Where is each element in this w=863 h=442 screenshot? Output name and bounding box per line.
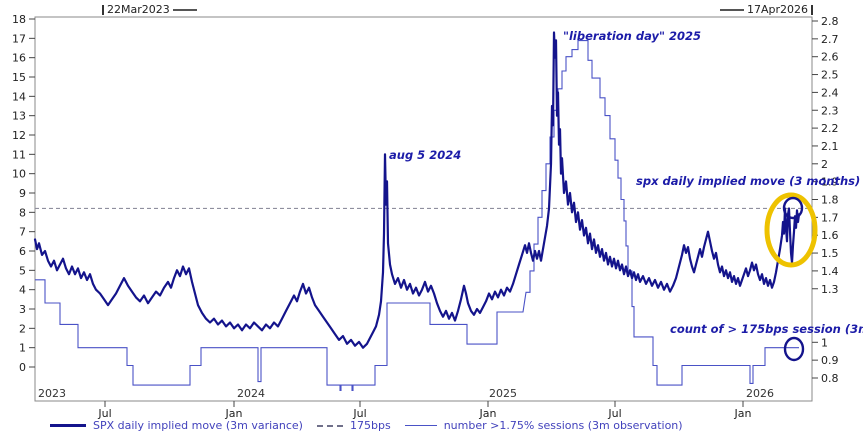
date-range-end: 17Apr2026 (719, 3, 813, 16)
right-axis-tick-label: 2.8 (821, 15, 839, 28)
x-axis-month-label: Jan (734, 407, 752, 420)
left-axis-tick-label: 10 (12, 168, 26, 181)
left-axis-tick-label: 15 (12, 71, 26, 84)
date-range-start: 22Mar2023 (102, 3, 197, 16)
right-axis-tick-label: 2.3 (821, 104, 839, 117)
left-axis-tick-label: 6 (19, 245, 26, 258)
end-date-label: 17Apr2026 (746, 3, 808, 16)
x-axis-year-label: 2026 (746, 387, 774, 400)
x-axis-month-label: Jan (479, 407, 497, 420)
highlight-ellipse (764, 192, 818, 268)
left-axis-tick-label: 7 (19, 226, 26, 239)
right-axis-tick-label: 1.5 (821, 247, 839, 260)
annotation-count-175bps: count of > 175bps session (3m lookback) (670, 322, 863, 336)
right-axis-tick-label: 2.2 (821, 122, 839, 135)
right-axis-tick-label: 1.3 (821, 283, 839, 296)
left-axis-tick-label: 11 (12, 148, 26, 161)
right-axis-tick-label: 2.7 (821, 33, 839, 46)
left-axis-tick-label: 17 (12, 32, 26, 45)
annotation-aug-5-2024: aug 5 2024 (389, 148, 462, 162)
legend-label-implied-move: SPX daily implied move (3m variance) (93, 419, 303, 432)
right-axis-tick-label: 1.9 (821, 176, 839, 189)
left-axis-tick-label: 18 (12, 13, 26, 26)
right-axis-tick-label: 1.7 (821, 211, 839, 224)
left-axis-tick-label: 4 (19, 284, 26, 297)
legend-swatch-175bps-dashed-line (316, 424, 343, 427)
x-axis-year-label: 2023 (38, 387, 66, 400)
right-axis-tick-label: 1.6 (821, 229, 839, 242)
x-axis-month-label: Jul (607, 407, 621, 420)
left-axis-tick-label: 13 (12, 110, 26, 123)
legend-item-sessions: number >1.75% sessions (3m observation) (404, 419, 683, 432)
right-axis-tick-label: 1.4 (821, 265, 839, 278)
x-axis-month-label: Jul (352, 407, 366, 420)
legend-label-175bps: 175bps (349, 419, 391, 432)
x-axis-month-label: Jul (97, 407, 111, 420)
left-axis-tick-label: 14 (12, 90, 26, 103)
range-start-tick (102, 4, 104, 15)
right-axis-tick-label: 0.9 (821, 354, 839, 367)
range-end-line (719, 8, 744, 11)
legend-label-sessions: number >1.75% sessions (3m observation) (443, 419, 683, 432)
legend-item-175bps: 175bps (316, 419, 391, 432)
annotation-liberation-day: "liberation day" 2025 (563, 29, 702, 43)
left-axis-tick-label: 12 (12, 129, 26, 142)
range-end-tick (811, 4, 813, 15)
sessions-count-line (35, 40, 799, 392)
left-axis-tick-label: 0 (19, 361, 26, 374)
legend-swatch-sessions-line (404, 425, 437, 426)
right-axis-tick-label: 2.4 (821, 86, 839, 99)
left-axis-tick-label: 3 (19, 303, 26, 316)
legend-swatch-implied-move-line (50, 424, 86, 427)
annotation-spx-implied-move: spx daily implied move (3 months) (636, 174, 861, 188)
end-marker-ellipse-1 (783, 336, 805, 362)
legend-item-implied-move: SPX daily implied move (3m variance) (50, 419, 303, 432)
implied-move-line (33, 31, 801, 349)
left-axis-tick-label: 1 (19, 342, 26, 355)
x-axis-year-label: 2024 (237, 387, 265, 400)
right-axis-tick-label: 2.5 (821, 69, 839, 82)
right-axis-tick-label: 0.8 (821, 372, 839, 385)
left-axis-tick-label: 2 (19, 322, 26, 335)
range-start-line (172, 8, 197, 11)
right-axis-tick-label: 1.8 (821, 194, 839, 207)
right-axis-tick-label: 2.1 (821, 140, 839, 153)
left-axis-tick-label: 8 (19, 206, 26, 219)
left-axis-tick-label: 5 (19, 264, 26, 277)
right-axis-tick-label: 2 (821, 158, 828, 171)
left-axis-tick-label: 9 (19, 187, 26, 200)
x-axis-month-label: Jan (225, 407, 243, 420)
left-axis-tick-label: 16 (12, 52, 26, 65)
right-axis-tick-label: 2.6 (821, 51, 839, 64)
x-axis-year-label: 2025 (489, 387, 517, 400)
right-axis-tick-label: 1 (821, 336, 828, 349)
start-date-label: 22Mar2023 (107, 3, 170, 16)
legend: SPX daily implied move (3m variance) 175… (50, 419, 683, 432)
end-marker-ellipse-0 (782, 196, 804, 220)
